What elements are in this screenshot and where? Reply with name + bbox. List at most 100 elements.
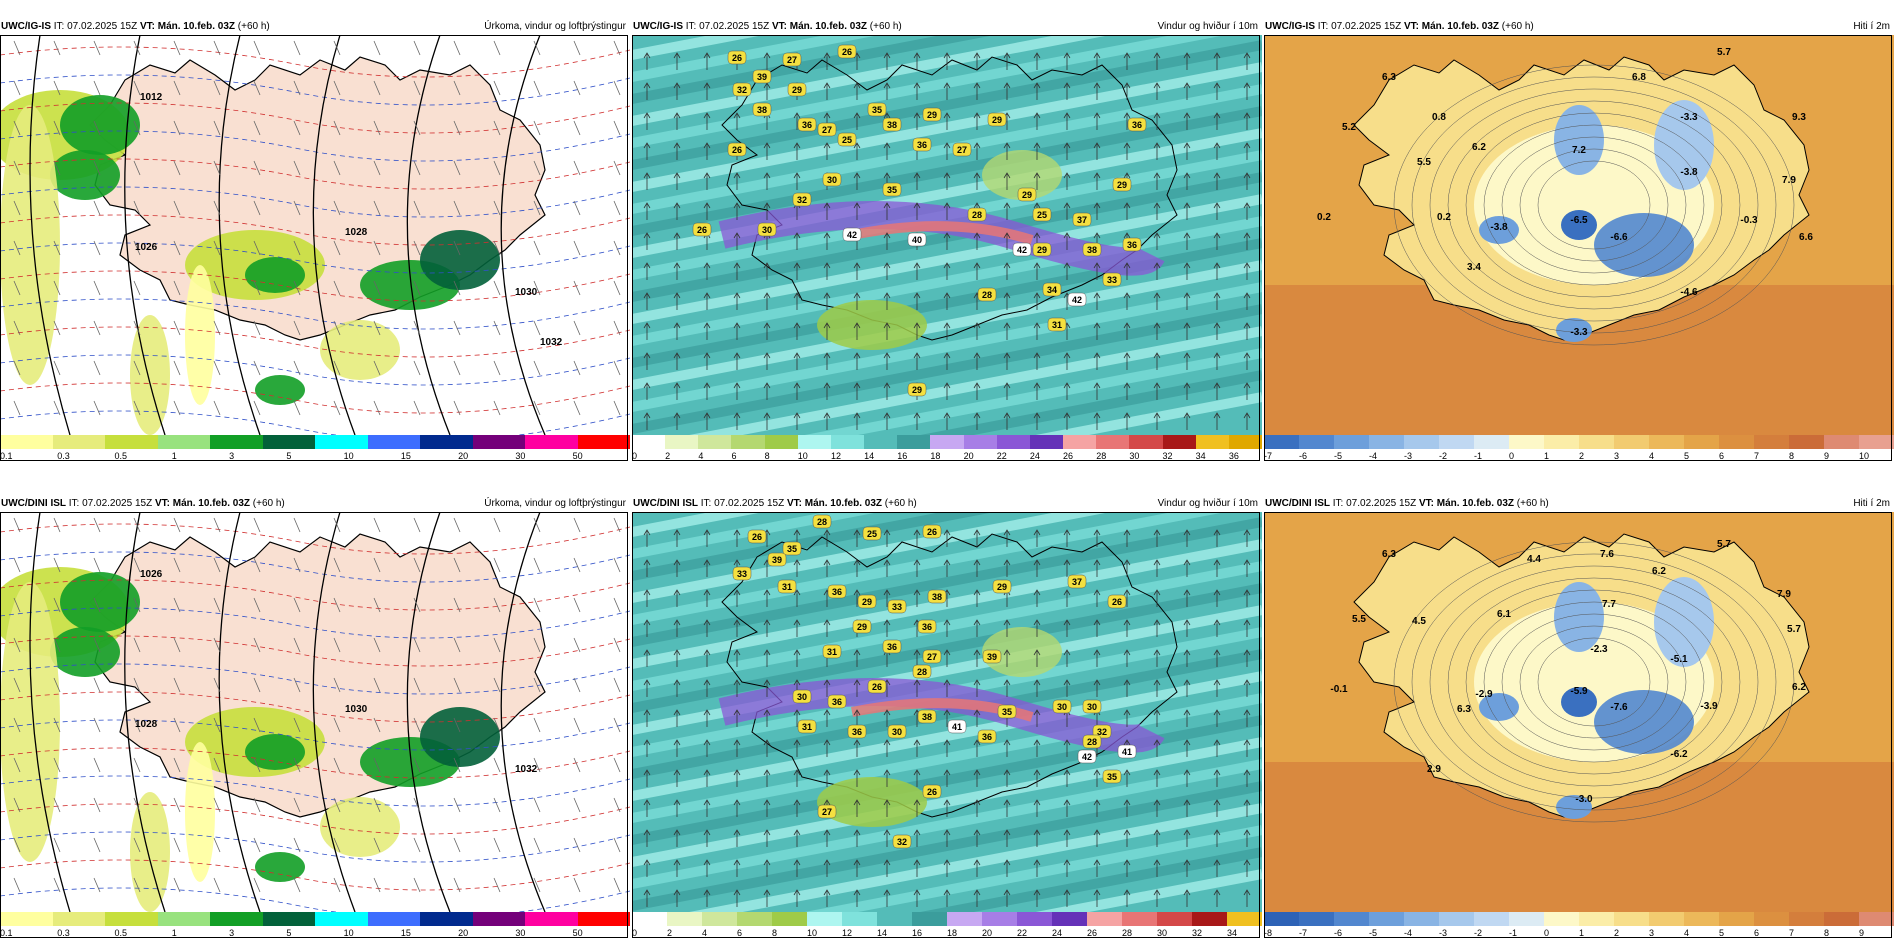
- gust-value-label: 29: [997, 582, 1007, 592]
- color-scale-bar: [1264, 435, 1894, 449]
- wind-barb: [293, 837, 301, 853]
- wind-barb: [373, 757, 381, 773]
- wind-arrowhead: [913, 649, 921, 656]
- temperature-isoline: [1393, 541, 1795, 823]
- wind-arrowhead: [1123, 889, 1131, 896]
- wind-arrowhead: [1093, 889, 1101, 896]
- wind-barb: [373, 320, 381, 336]
- wind-barb: [213, 240, 221, 256]
- wind-arrowhead: [1063, 649, 1071, 656]
- wind-arrowhead: [1153, 52, 1161, 59]
- forecast-panel: UWC/IG-IS IT: 07.02.2025 15Z VT: Mán. 10…: [632, 0, 1262, 470]
- color-scale-swatch: [105, 912, 158, 926]
- gust-label-bg: [1047, 317, 1067, 332]
- wind-arrowhead: [943, 889, 951, 896]
- wind-barb: [453, 160, 461, 176]
- wind-arrowhead: [733, 589, 741, 596]
- wind-barb: [333, 557, 341, 573]
- wind-arrowhead: [853, 352, 861, 359]
- wind-barb: [493, 400, 501, 416]
- color-scale-tick-label: 50: [572, 928, 583, 938]
- wind-barb: [173, 837, 181, 853]
- wind-arrowhead: [1123, 142, 1131, 149]
- wind-arrowhead: [793, 859, 801, 866]
- color-scale-tick-label: 0.3: [57, 928, 70, 938]
- color-scale-ticks: 0.1 0.3 0.5 1 3 5 10 15 20 30 50: [0, 450, 630, 462]
- wind-arrowhead: [1243, 649, 1251, 656]
- temperature-value-label: 5.2: [1342, 122, 1356, 133]
- wind-arrowhead: [883, 589, 891, 596]
- wind-barb: [413, 717, 421, 733]
- color-scale-tick-label: -1: [1474, 451, 1483, 461]
- color-scale-tick-label: -3: [1439, 928, 1448, 938]
- wind-barb: [53, 797, 61, 813]
- color-scale-tick-label: 30: [1129, 451, 1140, 461]
- precip-area: [60, 572, 140, 632]
- wind-arrowhead: [973, 769, 981, 776]
- temperature-isoline: [0, 635, 630, 667]
- panel-title: Hiti í 2m: [1853, 498, 1890, 509]
- valid-time: Mán. 10.feb. 03Z: [157, 21, 235, 32]
- precip-area: [185, 742, 215, 882]
- wind-arrowhead: [1093, 859, 1101, 866]
- wind-arrowhead: [883, 142, 891, 149]
- gust-value-label: 35: [1107, 772, 1117, 782]
- wind-arrowhead: [643, 679, 651, 686]
- wind-barb: [13, 517, 21, 533]
- wind-barb: [13, 360, 21, 376]
- wind-barb: [413, 360, 421, 376]
- gust-value-label: 29: [857, 622, 867, 632]
- temperature-isoline: [0, 663, 630, 695]
- wind-arrowhead: [1183, 679, 1191, 686]
- wind-barb: [293, 797, 301, 813]
- wind-arrowhead: [703, 322, 711, 329]
- wind-arrowhead: [1243, 829, 1251, 836]
- precip-area: [420, 230, 500, 290]
- precip-area: [255, 852, 305, 882]
- wind-arrowhead: [1093, 679, 1101, 686]
- wind-arrowhead: [973, 202, 981, 209]
- color-scale-swatch: [1228, 435, 1262, 449]
- wind-arrowhead: [943, 412, 951, 419]
- wind-arrowhead: [1033, 799, 1041, 806]
- wind-arrowhead: [763, 799, 771, 806]
- panel-run-info: UWC/IG-IS IT: 07.02.2025 15Z VT: Mán. 10…: [1265, 18, 1534, 35]
- color-scale-swatch: [577, 435, 630, 449]
- wind-arrowhead: [883, 889, 891, 896]
- color-scale-bar: [0, 912, 630, 926]
- gust-label-bg: [782, 52, 802, 67]
- calm-area: [982, 150, 1062, 200]
- wind-arrowhead: [1033, 202, 1041, 209]
- gust-label-bg: [1032, 242, 1052, 257]
- gust-value-label: 26: [842, 47, 852, 57]
- weather-map: 26 27 26 32 39 29 38 36 27 35 38 29 25 36 29 36 26 32 30 35…: [632, 35, 1262, 435]
- temperature-value-label: 6.2: [1472, 142, 1486, 153]
- precip-area: [130, 315, 170, 435]
- gust-label-bg: [977, 287, 997, 302]
- wind-barb: [293, 320, 301, 336]
- wind-barb: [333, 320, 341, 336]
- wind-arrowhead: [703, 739, 711, 746]
- precip-area: [320, 320, 400, 380]
- wind-arrowhead: [1153, 559, 1161, 566]
- gust-value-label: 37: [1072, 577, 1082, 587]
- color-scale-swatch: [1859, 435, 1894, 449]
- wind-barb: [373, 40, 381, 56]
- color-scale-swatch: [525, 435, 578, 449]
- color-scale-tick-label: 3: [1614, 451, 1620, 461]
- gust-label-bg: [967, 207, 987, 222]
- wind-arrowhead: [643, 52, 651, 59]
- wind-arrowhead: [1063, 679, 1071, 686]
- wind-arrowhead: [643, 709, 651, 716]
- wind-barb: [173, 677, 181, 693]
- color-scale-swatch: [1439, 912, 1474, 926]
- wind-arrowhead: [913, 889, 921, 896]
- wind-arrowhead: [1123, 679, 1131, 686]
- wind-barb: [453, 320, 461, 336]
- wind-arrowhead: [1183, 52, 1191, 59]
- wind-arrowhead: [1003, 262, 1011, 269]
- color-scale-swatch: [764, 435, 798, 449]
- wind-arrowhead: [943, 619, 951, 626]
- panel-run-info: UWC/DINI ISL IT: 07.02.2025 15Z VT: Mán.…: [1, 495, 285, 512]
- wind-arrowhead: [1093, 172, 1101, 179]
